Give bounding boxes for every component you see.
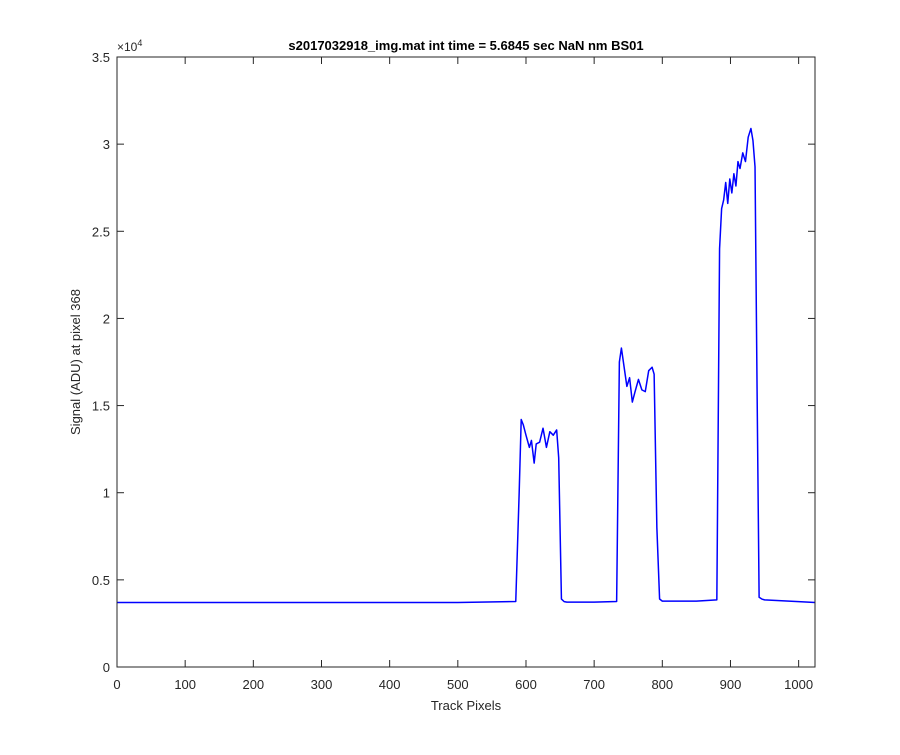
x-tick-label: 500 (447, 677, 469, 692)
x-tick-label: 200 (242, 677, 264, 692)
y-multiplier-base: ×10 (117, 40, 138, 54)
chart-title: s2017032918_img.mat int time = 5.6845 se… (288, 38, 643, 53)
y-tick-label: 3 (103, 137, 110, 152)
ticks-layer: 0 100 200 300 400 500 600 700 800 900 1000 0 0.5 1 1.5… (92, 50, 815, 692)
x-tick-label: 300 (311, 677, 333, 692)
y-tick-label: 0 (103, 660, 110, 675)
y-tick-label: 2.5 (92, 224, 110, 239)
x-tick-label: 700 (583, 677, 605, 692)
plot-frame (116, 56, 816, 668)
y-axis-label: Signal (ADU) at pixel 368 (68, 289, 83, 435)
plot-background (117, 57, 815, 667)
x-tick-label: 100 (174, 677, 196, 692)
x-tick-label: 0 (113, 677, 120, 692)
y-tick-label: 1.5 (92, 399, 110, 414)
series-layer (117, 127, 816, 604)
y-multiplier-exponent: 4 (137, 38, 142, 48)
x-axis-label: Track Pixels (431, 698, 502, 713)
x-tick-label: 400 (379, 677, 401, 692)
y-tick-label: 1 (103, 486, 110, 501)
x-tick-label: 900 (720, 677, 742, 692)
y-tick-label: 2 (103, 311, 110, 326)
x-tick-label: 800 (651, 677, 673, 692)
y-multiplier: ×104 (117, 38, 142, 54)
y-tick-label: 3.5 (92, 50, 110, 65)
x-tick-label: 600 (515, 677, 537, 692)
series-line-0 (117, 127, 816, 604)
y-tick-label: 0.5 (92, 573, 110, 588)
x-tick-label: 1000 (784, 677, 813, 692)
